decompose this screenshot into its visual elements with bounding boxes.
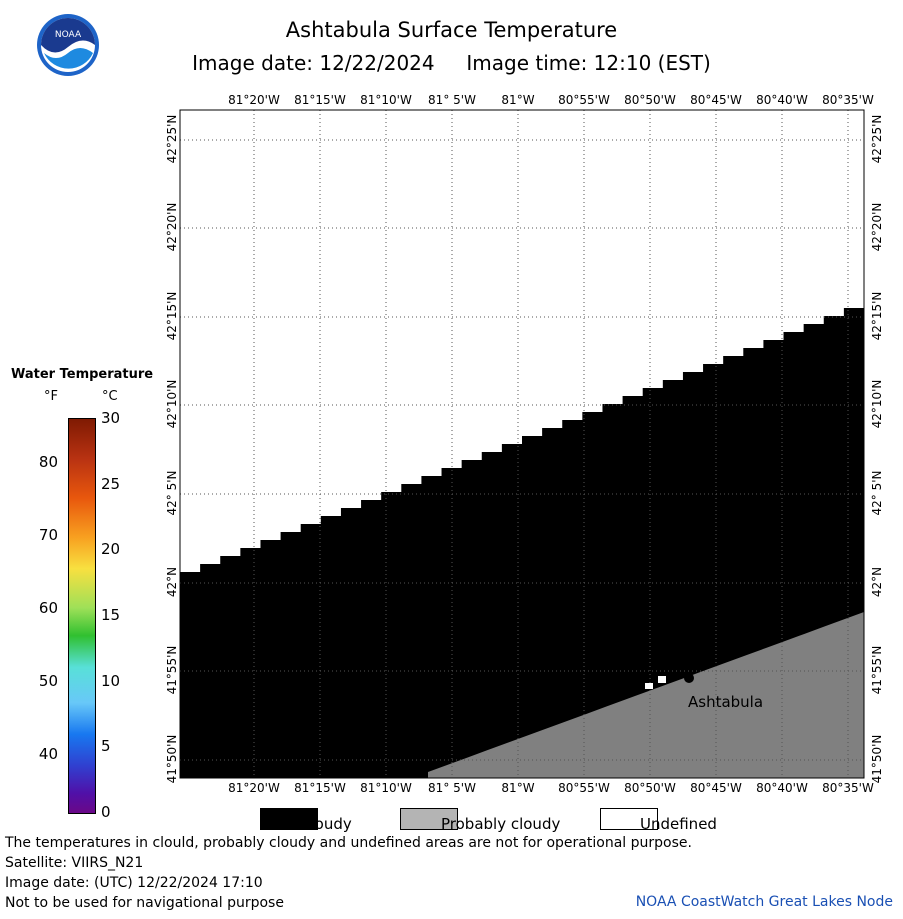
celsius-tick-label: 25 [101, 474, 121, 493]
undefined-label: Undefined [640, 815, 717, 833]
place-label-ashtabula: Ashtabula [688, 693, 763, 711]
longitude-label: 80°35'W [822, 93, 874, 107]
longitude-label: 80°55'W [558, 781, 610, 795]
longitude-label: 80°45'W [690, 93, 742, 107]
celsius-tick-label: 0 [101, 803, 111, 821]
longitude-label: 81°15'W [294, 781, 346, 795]
longitude-label: 80°55'W [558, 93, 610, 107]
fahrenheit-tick-label: 70 [38, 525, 58, 544]
temperature-colorbar [68, 418, 96, 814]
latitude-label: 41°55'N [165, 645, 179, 695]
latitude-label: 42° 5'N [165, 470, 179, 516]
operational-warning: The temperatures in clould, probably clo… [5, 835, 692, 851]
longitude-label: 81°10'W [360, 781, 412, 795]
latitude-label: 42° 5'N [870, 470, 884, 516]
latitude-label: 42°25'N [870, 114, 884, 164]
utc-date: Image date: (UTC) 12/22/2024 17:10 [5, 875, 263, 891]
probably-cloudy-region [428, 612, 864, 778]
satellite-info: Satellite: VIIRS_N21 [5, 855, 144, 871]
cloudy-region [180, 300, 864, 778]
latitude-label: 42°N [165, 566, 179, 598]
celsius-tick-label: 5 [101, 737, 111, 756]
map-gridlines [180, 110, 864, 778]
longitude-label: 80°45'W [690, 781, 742, 795]
latitude-label: 42°25'N [165, 114, 179, 164]
navigation-note: Not to be used for navigational purpose [5, 895, 284, 911]
latitude-label: 42°15'N [870, 291, 884, 341]
longitude-label: 80°40'W [756, 781, 808, 795]
credit-link[interactable]: NOAA CoastWatch Great Lakes Node [635, 894, 893, 910]
longitude-label: 80°40'W [756, 93, 808, 107]
latitude-label: 42°20'N [870, 202, 884, 252]
image-datetime: Image date: 12/22/2024 Image time: 12:10… [192, 51, 711, 75]
celsius-tick-label: 10 [101, 671, 121, 690]
probably-cloudy-label: Probably cloudy [441, 815, 561, 833]
unit-fahrenheit: °F [44, 389, 58, 404]
latitude-label: 42°10'N [870, 379, 884, 429]
latitude-label: 41°55'N [870, 645, 884, 695]
map-frame [179, 109, 865, 779]
longitude-label: 80°50'W [624, 781, 676, 795]
map-title: Ashtabula Surface Temperature [285, 18, 618, 42]
probably-cloudy-swatch [400, 808, 458, 830]
fahrenheit-tick-label: 80 [38, 452, 58, 471]
longitude-label: 81°15'W [294, 93, 346, 107]
latitude-label: 42°10'N [165, 379, 179, 429]
fahrenheit-tick-label: 40 [38, 744, 58, 763]
latitude-label: 42°15'N [165, 291, 179, 341]
undefined-pixel [658, 676, 666, 683]
undefined-swatch [600, 808, 658, 830]
longitude-label: 81°10'W [360, 93, 412, 107]
undefined-pixel [645, 683, 653, 689]
fahrenheit-tick-label: 60 [38, 598, 58, 617]
map-regions [180, 300, 864, 778]
longitude-label: 80°35'W [822, 781, 874, 795]
longitude-label: 81° 5'W [428, 93, 476, 107]
ashtabula-marker [684, 673, 694, 683]
longitude-label: 81° 5'W [428, 781, 476, 795]
latitude-label: 42°20'N [165, 202, 179, 252]
latitude-label: 41°50'N [870, 734, 884, 784]
logo-text: NOAA [55, 30, 82, 40]
cloudy-label: Cloudy [300, 815, 352, 833]
latitude-label: 41°50'N [165, 734, 179, 784]
celsius-tick-label: 20 [101, 540, 121, 559]
latitude-label: 42°N [870, 566, 884, 598]
longitude-label: 81°20'W [228, 781, 280, 795]
celsius-tick-label: 15 [101, 606, 121, 624]
longitude-label: 81°20'W [228, 93, 280, 107]
cloudy-swatch [260, 808, 318, 830]
unit-celsius: °C [102, 389, 118, 404]
longitude-label: 81°W [501, 781, 535, 795]
longitude-label: 80°50'W [624, 93, 676, 107]
longitude-label: 81°W [501, 93, 535, 107]
fahrenheit-tick-label: 50 [38, 671, 58, 690]
noaa-logo: NOAA [37, 14, 99, 76]
celsius-tick-label: 30 [101, 409, 121, 427]
legend-title: Water Temperature [11, 367, 154, 382]
